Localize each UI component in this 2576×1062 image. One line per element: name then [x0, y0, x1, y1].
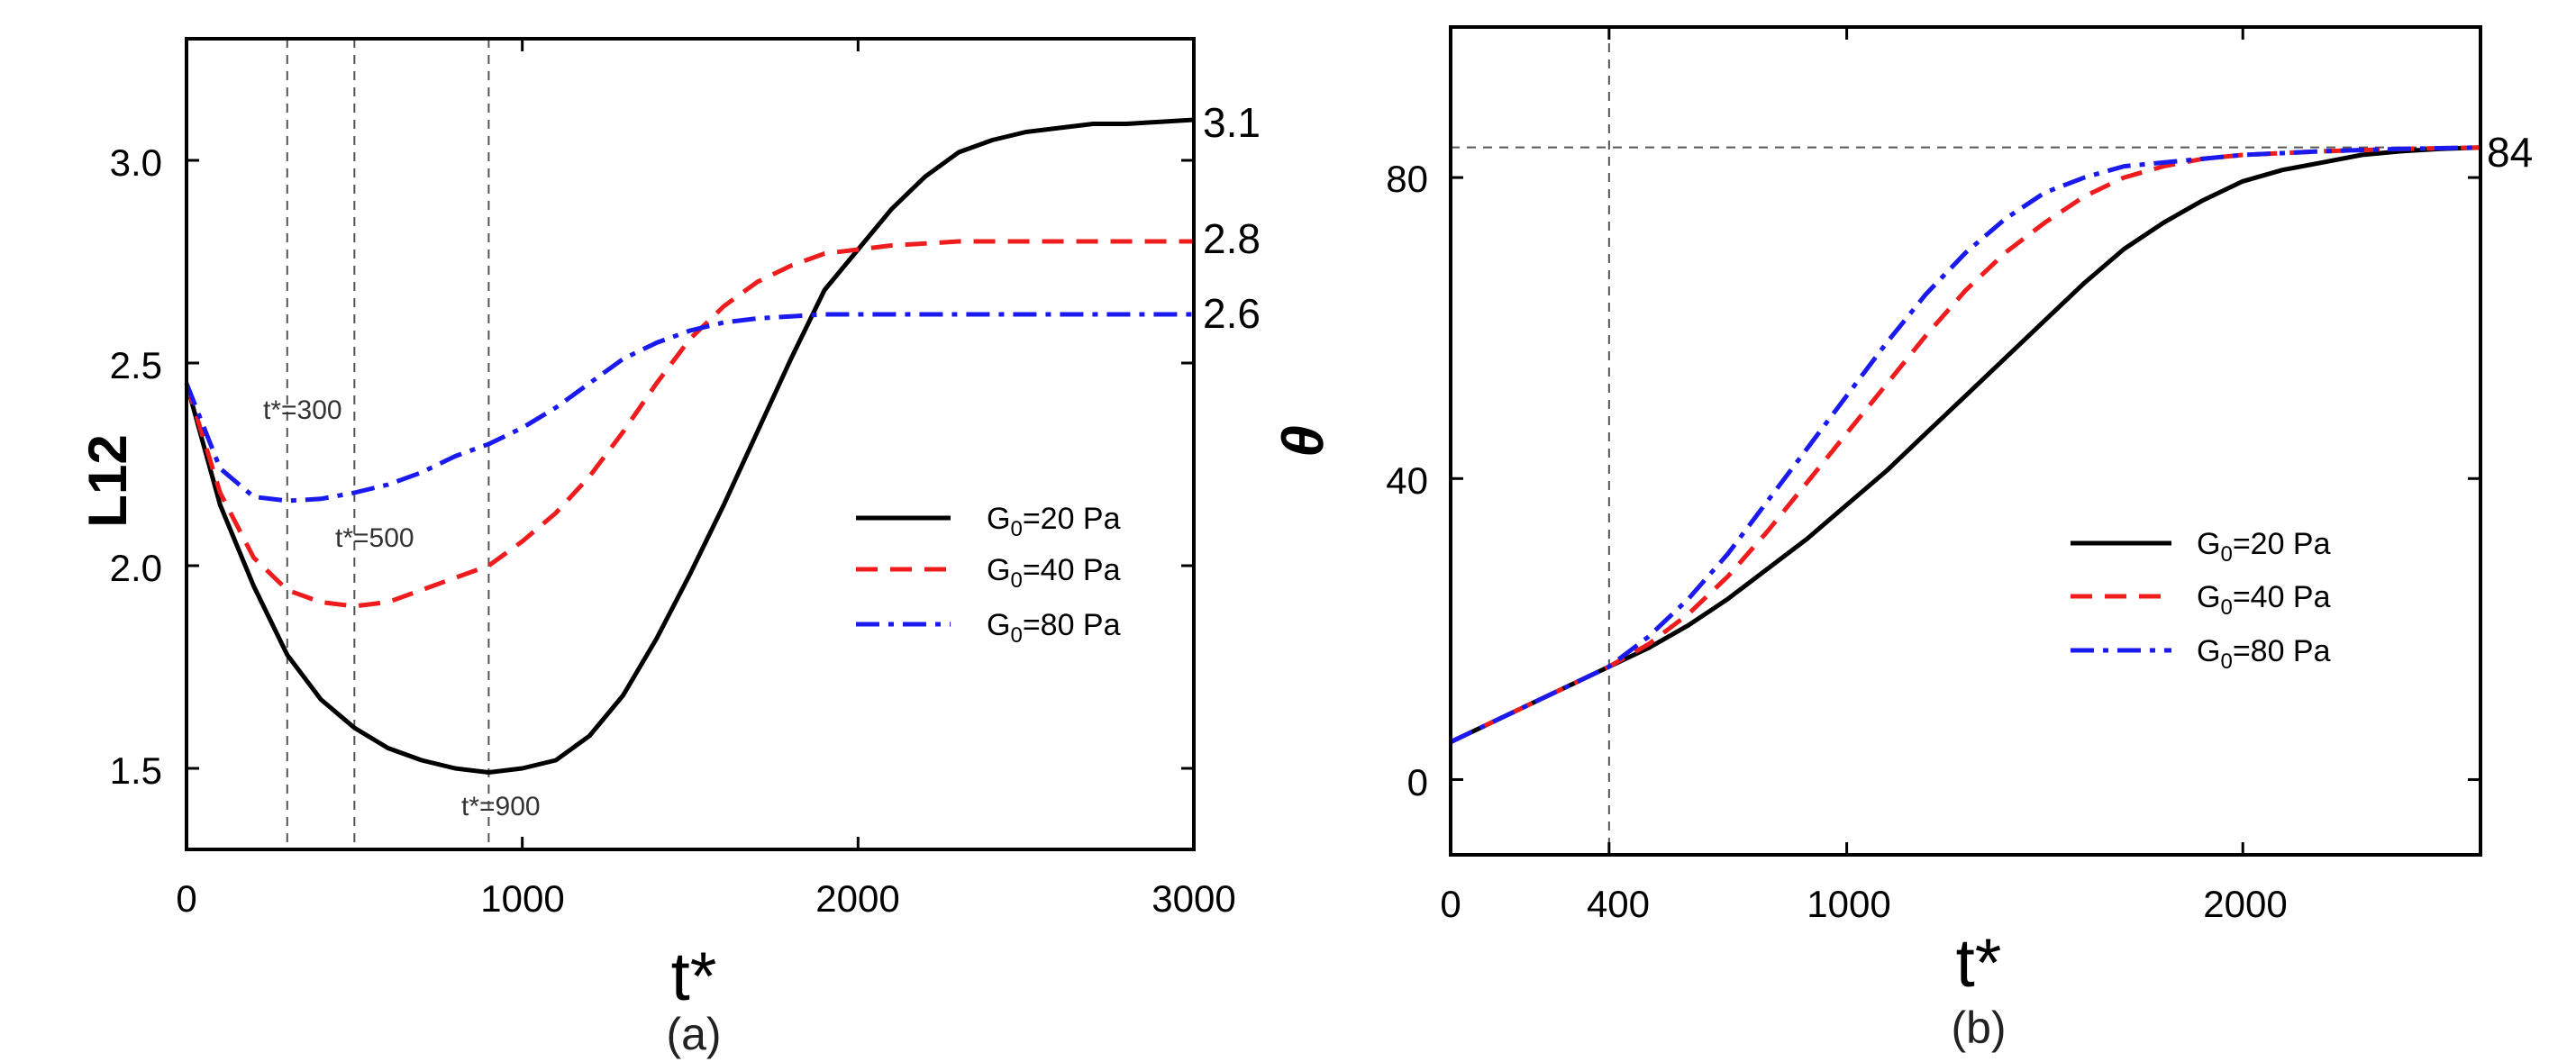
end-label: 2.6 [1203, 290, 1261, 337]
y-tick-label: 1.5 [110, 749, 162, 792]
y-tick-label: 0 [1407, 761, 1428, 803]
x-axis-label: t* [671, 939, 717, 1015]
annotation: t*=500 [335, 523, 414, 553]
legend-entry: G0=40 Pa [987, 553, 1121, 593]
y-tick-label: 2.0 [110, 547, 162, 589]
x-tick-label: 0 [176, 877, 196, 920]
legend-entry: G0=20 Pa [2197, 527, 2331, 567]
y-axis-label: θ [1270, 425, 1335, 458]
x-tick-label: 0 [1440, 883, 1461, 925]
x-axis-label: t* [1956, 925, 2002, 1002]
panel-label: (a) [666, 1009, 721, 1059]
x-tick-label: 1000 [1807, 883, 1890, 925]
legend-entry: G0=40 Pa [2197, 580, 2331, 620]
y-tick-label: 80 [1386, 158, 1428, 200]
y-tick-label: 40 [1386, 459, 1428, 502]
series-group-a [184, 117, 1195, 775]
legend-entry: G0=80 Pa [2197, 634, 2331, 674]
y-axis-label: L12 [77, 434, 138, 527]
annotation: t*=900 [461, 792, 541, 821]
legend-b: G0=20 Pa G0=40 Pa G0=80 Pa [2071, 527, 2331, 674]
legend-entry: G0=80 Pa [987, 608, 1121, 648]
panel-label: (b) [1951, 1003, 2006, 1053]
legend-a: G0=20 Pa G0=40 Pa G0=80 Pa [856, 502, 1121, 648]
series-line [184, 312, 1194, 504]
x-tick-label: 1000 [480, 877, 564, 920]
chart-b: 0 400 1000 2000 0 40 80 84 θ t* (b) G0=2… [1270, 25, 2533, 1053]
end-label: 2.8 [1203, 215, 1261, 262]
x-tick-label: 400 [1587, 883, 1650, 925]
plot-frame-b [1449, 25, 2482, 857]
chart-a: 0 1000 2000 3000 1.5 2.0 2.5 3.0 3.1 2.8… [77, 37, 1261, 1059]
tick-marks-a [185, 39, 1196, 849]
plot-frame-a [185, 37, 1196, 851]
end-label: 84 [2487, 129, 2533, 176]
annotation: t*=300 [263, 395, 342, 425]
series-line [1449, 145, 2481, 744]
y-tick-label: 3.0 [110, 141, 162, 184]
end-label: 3.1 [1203, 99, 1261, 146]
x-tick-label: 3000 [1151, 877, 1235, 920]
y-tick-label: 2.5 [110, 344, 162, 386]
reference-lines-b [1451, 27, 2480, 855]
x-tick-label: 2000 [2203, 883, 2287, 925]
x-tick-label: 2000 [815, 877, 899, 920]
series-group-b [1449, 145, 2481, 744]
reference-lines-a [286, 39, 490, 849]
legend-entry: G0=20 Pa [987, 502, 1121, 541]
tick-marks-b [1449, 27, 2480, 855]
series-line [184, 117, 1195, 775]
series-line [184, 239, 1194, 609]
